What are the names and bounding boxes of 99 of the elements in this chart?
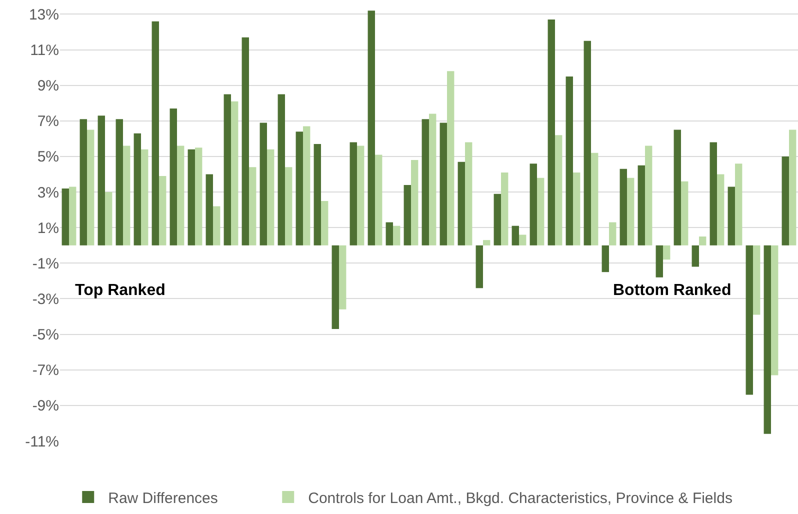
bar (627, 178, 634, 246)
bar (123, 146, 130, 246)
bar (771, 245, 778, 376)
bar (332, 245, 339, 329)
bar (447, 71, 454, 246)
bar (681, 181, 688, 246)
bar (98, 116, 105, 246)
bar (303, 126, 310, 246)
bar (116, 119, 123, 246)
bar (746, 245, 753, 395)
y-tick-label: -3% (32, 290, 59, 308)
bar (357, 146, 364, 246)
bar (314, 144, 321, 246)
bar (393, 226, 400, 246)
bar (350, 142, 357, 246)
bar (152, 21, 159, 246)
y-tick-label: 11% (30, 42, 59, 60)
bar (476, 245, 483, 288)
bar (566, 76, 573, 246)
bar (188, 149, 195, 246)
bar (692, 245, 699, 267)
bar (321, 200, 328, 246)
bar (512, 226, 519, 246)
bar (609, 222, 616, 246)
bar (249, 167, 256, 246)
y-tick-label: 3% (37, 184, 59, 202)
bar (483, 240, 490, 246)
bar (638, 165, 645, 246)
bar (386, 222, 393, 246)
bar (224, 94, 231, 246)
bar (368, 10, 375, 246)
bar (699, 236, 706, 246)
bar (260, 122, 267, 246)
bar (782, 156, 789, 246)
y-tick-label: -9% (32, 398, 59, 415)
y-tick-label: 9% (37, 78, 59, 95)
bar (141, 149, 148, 246)
bar (62, 188, 69, 246)
bar (134, 133, 141, 246)
bar (339, 245, 346, 310)
bar (728, 186, 735, 246)
bar (87, 130, 94, 246)
y-tick-label: -11% (25, 433, 59, 450)
y-tick-label: -7% (32, 362, 59, 380)
y-tick-label: -1% (32, 255, 59, 272)
bar (429, 114, 436, 246)
bar (710, 142, 717, 246)
bar (789, 130, 796, 246)
bar (105, 192, 112, 246)
bar (296, 132, 303, 246)
bar (285, 167, 292, 246)
y-tick-label: 1% (37, 220, 59, 237)
bar (753, 245, 760, 315)
bar (537, 178, 544, 246)
y-tick-label: 7% (37, 113, 59, 130)
bar (584, 40, 591, 246)
bar (717, 174, 724, 246)
bar (80, 119, 87, 246)
bar (764, 245, 771, 434)
legend-label: Raw Differences (108, 490, 218, 507)
bar (159, 176, 166, 246)
bar (375, 154, 382, 246)
bar (242, 37, 249, 246)
bar (530, 164, 537, 246)
bar (519, 234, 526, 246)
bar (663, 245, 670, 260)
bar (620, 168, 627, 246)
bar (231, 101, 238, 246)
annotation: Bottom Ranked (613, 282, 732, 299)
bar (404, 184, 411, 246)
bar (170, 108, 177, 246)
y-tick-label: 5% (37, 148, 59, 166)
bar (69, 186, 76, 246)
legend-label: Controls for Loan Amt., Bkgd. Characteristics, Province & Fields (308, 490, 732, 507)
bar (645, 146, 652, 246)
bar (411, 160, 418, 246)
bar (278, 94, 285, 246)
bar (548, 20, 555, 246)
bar (465, 142, 472, 246)
bar (177, 146, 184, 246)
bar (602, 245, 609, 272)
bar (674, 130, 681, 246)
bar (206, 174, 213, 246)
bar (555, 135, 562, 246)
bar (195, 148, 202, 246)
bar (656, 245, 663, 278)
bar (501, 172, 508, 246)
bar (591, 152, 598, 246)
bar (213, 206, 220, 246)
bar (440, 122, 447, 246)
y-tick-label: -5% (32, 326, 59, 344)
annotation: Top Ranked (75, 282, 166, 299)
bar (458, 162, 465, 246)
bar (422, 119, 429, 246)
bar (494, 194, 501, 246)
bar (267, 149, 274, 246)
y-tick-label: 13% (28, 6, 59, 24)
bar (573, 172, 580, 246)
bar (735, 164, 742, 246)
